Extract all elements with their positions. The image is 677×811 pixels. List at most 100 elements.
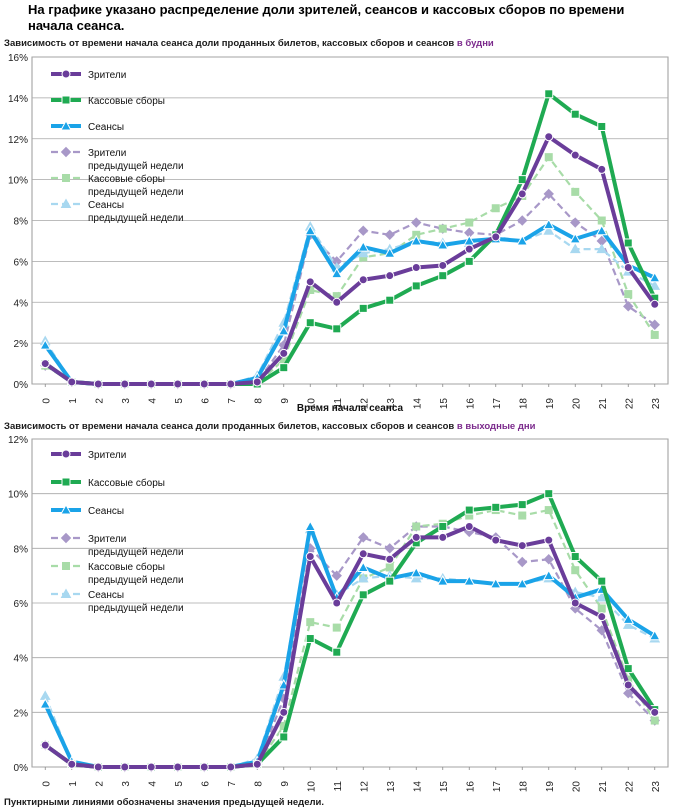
weekday-point-sessions: [542, 218, 555, 230]
weekday-legend-marker-viewers_prev: [60, 146, 72, 158]
weekday-y-tick-label: 14%: [8, 94, 28, 105]
weekday-point-viewers_prev: [570, 217, 581, 228]
weekend-x-tick-label: 6: [200, 781, 211, 787]
weekday-legend-label: Сеансы: [88, 122, 124, 133]
weekday-point-revenue_prev: [544, 153, 553, 162]
weekday-point-revenue: [305, 318, 315, 328]
weekday-x-tick-label: 5: [174, 398, 185, 404]
weekend-point-viewers: [517, 541, 527, 551]
weekday-point-viewers: [597, 164, 607, 174]
weekday-point-viewers: [517, 189, 527, 199]
weekday-point-revenue: [411, 281, 421, 291]
weekday-legend-label: Зрители предыдущей недели: [88, 148, 184, 172]
weekday-point-sessions: [569, 232, 582, 244]
weekend-point-revenue: [544, 489, 554, 499]
weekend-y-tick-label: 4%: [14, 654, 29, 665]
weekday-point-revenue: [570, 109, 580, 119]
weekend-legend-marker-revenue: [61, 477, 71, 487]
weekend-point-viewers: [544, 535, 554, 545]
weekday-point-viewers: [226, 379, 236, 389]
weekday-line-revenue_prev: [44, 156, 656, 386]
weekend-legend-label: Зрители: [88, 450, 126, 461]
weekday-x-tick-label: 7: [227, 398, 238, 404]
weekend-series-viewers: [40, 521, 660, 772]
weekday-point-sessions_prev: [357, 247, 369, 258]
weekday-point-viewers_prev: [384, 229, 395, 241]
weekend-point-revenue_prev: [597, 604, 606, 613]
weekend-point-revenue: [438, 521, 448, 531]
weekday-y-tick-label: 12%: [8, 135, 28, 146]
weekday-point-viewers_prev: [543, 188, 554, 200]
weekend-point-sessions: [542, 569, 555, 581]
weekday-point-sessions_prev: [569, 243, 581, 254]
weekend-point-sessions: [463, 575, 476, 586]
weekday-point-viewers: [491, 232, 501, 242]
weekday-point-revenue: [597, 121, 607, 131]
weekend-point-revenue: [305, 634, 315, 644]
weekday-legend-marker-sessions_prev: [60, 198, 72, 208]
weekend-point-revenue: [385, 576, 395, 586]
weekend-point-sessions: [489, 577, 502, 589]
weekend-x-tick-label: 13: [386, 781, 397, 793]
weekend-point-viewers: [40, 740, 50, 750]
weekday-point-sessions: [383, 247, 396, 258]
weekday-x-tick-label: 11: [333, 398, 344, 409]
weekend-legend-label: Кассовые сборы: [88, 477, 165, 489]
weekday-x-tick-label: 10: [306, 398, 317, 410]
weekday-point-viewers_prev: [517, 215, 528, 226]
weekday-point-viewers_prev: [623, 301, 634, 312]
weekend-point-sessions: [39, 698, 52, 709]
weekday-point-revenue_prev: [597, 216, 606, 225]
weekend-point-viewers: [146, 762, 156, 772]
weekend-point-viewers: [491, 535, 501, 545]
weekday-point-revenue_prev: [438, 224, 447, 233]
weekend-x-tick-label: 23: [651, 781, 662, 793]
weekend-point-revenue: [491, 502, 501, 512]
weekend-y-tick-label: 2%: [14, 708, 29, 719]
weekend-point-revenue_prev: [518, 511, 527, 520]
weekday-x-tick-label: 17: [492, 398, 503, 410]
weekday-legend-marker-revenue_prev: [62, 174, 70, 182]
footnote: Пунктирными линиями обозначены значения …: [4, 797, 324, 808]
weekend-x-tick-label: 18: [518, 781, 529, 793]
weekend-x-tick-label: 3: [121, 781, 132, 787]
weekend-x-tick-label: 5: [174, 781, 185, 787]
weekend-point-viewers: [464, 521, 474, 531]
weekend-point-revenue_prev: [571, 566, 580, 575]
weekday-series-viewers: [40, 132, 660, 389]
weekend-point-viewers: [305, 552, 315, 562]
weekend-point-sessions_prev: [596, 592, 608, 602]
weekend-point-viewers: [226, 762, 236, 772]
weekday-legend: Зрители Кассовые сборы Сеансы Зрители предыд…: [51, 69, 184, 224]
weekend-point-viewers_prev: [623, 687, 634, 699]
weekday-legend-marker-sessions: [60, 119, 72, 131]
weekend-legend-label: Зрители предыдущей недели: [88, 534, 184, 558]
page-header: На графике указано распределение доли зр…: [28, 2, 625, 33]
weekday-x-tick-label: 23: [651, 398, 662, 410]
weekend-legend-marker-revenue_prev: [62, 562, 70, 570]
weekend-point-revenue_prev: [412, 522, 421, 531]
weekend-point-viewers: [385, 554, 395, 564]
weekday-legend-label: Кассовые сборы: [88, 95, 165, 107]
weekday-point-sessions: [304, 224, 317, 236]
weekday-legend-label: Кассовые сборы предыдущей недели: [88, 173, 184, 198]
weekday-point-viewers_prev: [649, 319, 660, 330]
weekend-y-tick-label: 8%: [14, 544, 29, 555]
weekday-point-revenue_prev: [465, 218, 474, 227]
weekday-point-sessions: [595, 224, 608, 236]
weekend-legend-marker-viewers: [61, 449, 71, 459]
weekend-point-sessions: [357, 561, 370, 572]
weekend-point-viewers: [120, 762, 130, 772]
weekday-point-viewers: [411, 263, 421, 273]
weekday-x-tick-label: 15: [439, 398, 450, 410]
weekday-point-sessions: [648, 271, 661, 283]
weekday-chart-title: Зависимость от времени начала сеанса дол…: [4, 38, 494, 49]
weekday-legend-label: Сеансы предыдущей недели: [88, 200, 184, 224]
weekend-point-viewers: [411, 532, 421, 542]
weekday-point-revenue: [517, 175, 527, 185]
weekday-point-sessions_prev: [649, 280, 661, 290]
weekday-point-viewers: [438, 260, 448, 270]
weekday-x-tick-label: 9: [280, 398, 291, 404]
weekend-point-viewers_prev: [517, 556, 528, 568]
weekday-point-viewers: [544, 132, 554, 142]
